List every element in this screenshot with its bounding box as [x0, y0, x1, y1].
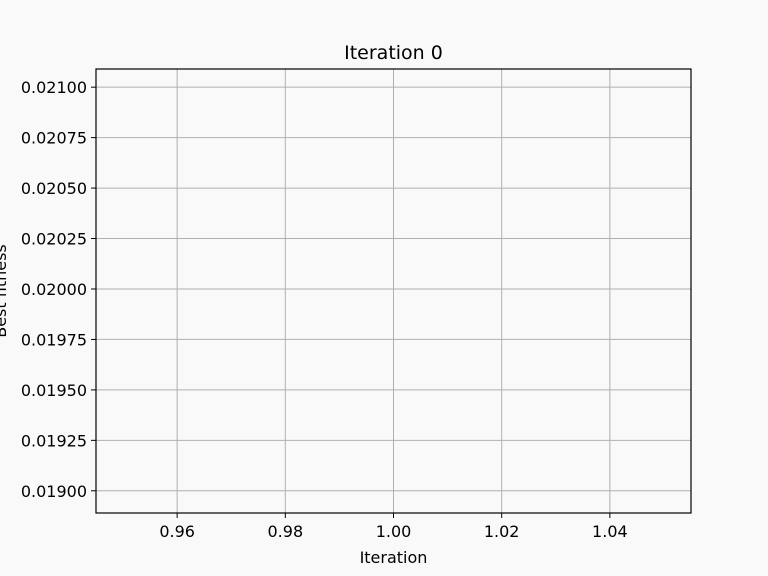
- y-tick-label: 0.02100: [21, 78, 87, 97]
- grid-lines: [96, 69, 691, 513]
- chart-title: Iteration 0: [344, 42, 443, 64]
- y-tick-label: 0.01975: [21, 330, 87, 349]
- x-tick-label: 0.98: [268, 522, 304, 541]
- y-axis-ticks: 0.01900 0.01925 0.01950 0.01975 0.02000 0.020…: [21, 78, 96, 501]
- x-tick-label: 1.04: [592, 522, 628, 541]
- y-axis-label: Best fitness: [0, 244, 10, 338]
- y-tick-label: 0.02075: [21, 129, 87, 148]
- x-tick-label: 0.96: [159, 522, 195, 541]
- y-tick-label: 0.01925: [21, 431, 87, 450]
- y-tick-label: 0.01900: [21, 482, 87, 501]
- y-tick-label: 0.01950: [21, 381, 87, 400]
- x-axis-label: Iteration: [360, 548, 428, 567]
- x-tick-label: 1.00: [376, 522, 412, 541]
- x-axis-ticks: 0.96 0.98 1.00 1.02 1.04: [159, 513, 628, 541]
- y-tick-label: 0.02025: [21, 230, 87, 249]
- y-tick-label: 0.02000: [21, 280, 87, 299]
- x-tick-label: 1.02: [484, 522, 520, 541]
- y-tick-label: 0.02050: [21, 179, 87, 198]
